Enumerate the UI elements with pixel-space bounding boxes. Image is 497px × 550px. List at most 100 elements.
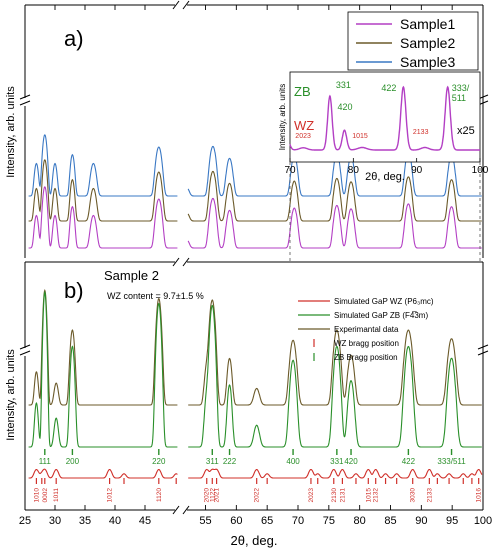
inset-annotation-2: 422 [381,83,396,93]
wz-peak-label-2: 1011 [53,488,60,502]
wz-peak-label-4: 1120 [156,488,163,502]
legend-a-frame [347,11,479,71]
zb-peak-label-5: 400 [286,457,300,466]
xtick-label-12: 90 [415,515,427,527]
zb-sim-line-0 [28,290,178,448]
inset-annotation-3: 333/ [452,83,470,93]
wz-peak-label-6: 1122 [209,488,216,502]
inset-annotation-4: 511 [452,93,466,103]
legend-item-sample2: Sample2 [356,35,455,51]
zb-peak-label-4: 222 [223,457,237,466]
inset-curve-layer [289,85,480,151]
legend-label-zb-sim: Simulated GaP ZB (F4̅3m) [334,311,428,320]
panel-b-legend: Simulated GaP WZ (P6₃mc) Simulated GaP Z… [298,297,434,362]
x-axis-label: 2θ, deg. [231,533,278,548]
series-sample2-line-0 [28,159,178,222]
xtick-label-0: 25 [19,515,31,527]
zb-peak-label-7: 420 [344,457,358,466]
panel-b-ylabel: Intensity, arb. units [5,349,17,441]
legend-item-wz-tick: WZ bragg position [313,339,399,348]
legend-item-zb-tick: ZB Bragg position [313,353,398,362]
wz-peak-label-10: 2130 [331,488,338,503]
legend-label-zb-tick: ZB Bragg position [334,353,398,362]
legend-label-sample2: Sample2 [400,35,455,51]
wz-peak-label-0: 1010 [33,488,40,503]
legend-label-wz-tick: WZ bragg position [334,339,399,348]
panel-a-label: a) [64,26,84,51]
inset-annotation-0: 331 [336,80,351,90]
inset-annotation-7: 2133 [413,129,429,136]
inset-wz-label: WZ [294,118,314,133]
wz-sim-line-1 [188,468,483,479]
zb-peak-label-8: 422 [402,457,416,466]
xtick-label-11: 85 [384,515,396,527]
inset-a: Intensity, arb. units ZB WZ x25 331 420 42… [278,71,489,183]
wz-peak-label-11: 2131 [339,488,346,503]
wz-peak-label-12: 1015 [365,488,372,503]
xtick-label-5: 55 [199,515,211,527]
inset-annotation-1: 420 [338,102,353,112]
zb-peak-label-9: 333/511 [437,457,466,466]
xtick-label-9: 75 [323,515,335,527]
wz-peak-label-3: 1012 [107,488,114,503]
exp-data-line-0 [28,289,178,406]
wz-peak-label-13: 2132 [373,488,380,503]
series-sample1-line-1 [187,197,482,249]
x-axis-ticks: 25 30 35 40 45 55 60 65 70 75 80 85 90 95 100 [19,5,492,527]
legend-label-sample1: Sample1 [400,16,455,32]
legend-item-sample3: Sample3 [356,54,455,70]
xtick-label-14: 100 [474,515,492,527]
inset-xlabel: 2θ, deg. [365,171,405,183]
xtick-label-6: 60 [230,515,242,527]
legend-label-wz-sim: Simulated GaP WZ (P6₃mc) [334,297,434,306]
inset-annotation-5: 2023 [295,133,311,140]
inset-guide-lines [289,162,481,262]
xtick-label-4: 45 [139,515,151,527]
legend-item-zb-sim: Simulated GaP ZB (F4̅3m) [298,311,428,320]
xtick-label-7: 65 [261,515,273,527]
panel-b-series-layer [28,289,483,479]
xtick-label-13: 95 [446,515,458,527]
wz-peak-label-1: 0002 [42,488,49,503]
inset-annotations: 331 420 422 333/511 2023 1015 2133 [295,80,469,140]
wz-peak-label-15: 2133 [426,488,433,503]
zb-bragg-layer: 111 200 220 311 222 400 331 420 422 333/511 [39,449,466,466]
inset-xtick-label-2: 90 [411,165,423,176]
xtick-label-3: 40 [109,515,121,527]
legend-label-sample3: Sample3 [400,54,455,70]
zb-peak-label-3: 311 [206,457,219,466]
panel-b-frame [24,261,484,511]
wz-sim-line-0 [28,468,178,479]
legend-label-exp: Experimantal data [334,325,399,334]
wz-peak-label-5: 2020 [204,488,211,503]
xtick-label-1: 30 [49,515,61,527]
series-sample1-line-0 [28,186,178,249]
panel-a-series-layer [28,134,482,249]
wz-peak-label-7: 2021 [214,488,221,503]
zb-peak-label-0: 111 [39,457,52,466]
xtick-label-10: 80 [354,515,366,527]
zb-peak-label-6: 331 [330,457,344,466]
legend-item-sample1: Sample1 [356,16,455,32]
zb-peak-label-2: 220 [152,457,166,466]
inset-zb-label: ZB [294,84,311,99]
wz-peak-label-16: 1016 [476,488,483,503]
inset-ylabel: Intensity, arb. units [278,84,287,151]
inset-xtick-label-1: 80 [348,165,360,176]
wz-peak-label-14: 3030 [410,488,417,503]
panel-a-legend: Sample1 Sample2 Sample3 [347,11,479,71]
xtick-label-8: 70 [292,515,304,527]
panel-b-subtitle: WZ content = 9.7±1.5 % [107,291,204,301]
inset-series-line [289,85,480,151]
legend-item-exp: Experimantal data [298,325,399,334]
panel-a-ylabel: Intensity, arb. units [5,86,17,178]
legend-item-wz-sim: Simulated GaP WZ (P6₃mc) [298,297,434,306]
inset-magnification: x25 [457,125,475,137]
zb-sim-line-1 [188,304,482,448]
inset-annotation-6: 1015 [352,133,368,140]
exp-data-line-1 [188,299,482,406]
panel-b-title: Sample 2 [104,268,159,283]
wz-peak-label-9: 2023 [308,488,315,503]
